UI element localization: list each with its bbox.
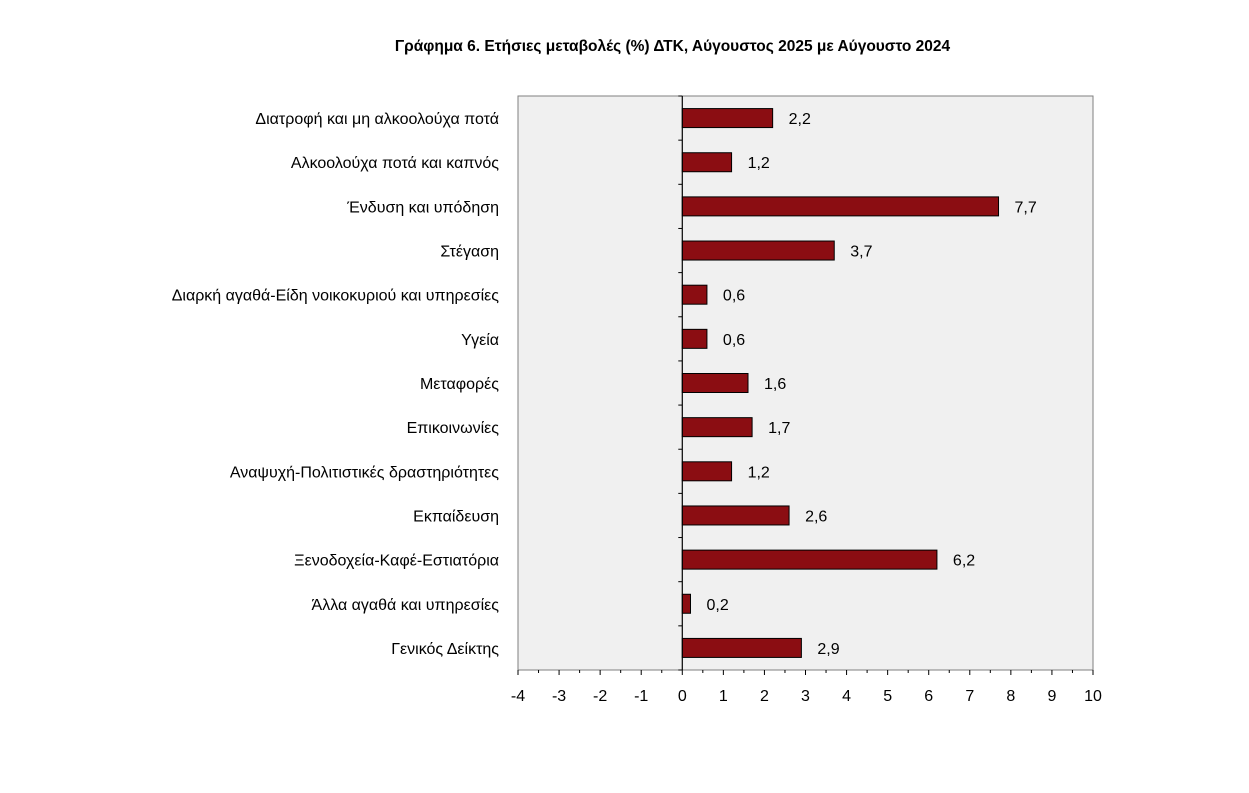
bar [681,328,708,349]
x-tick-label: 6 [924,688,933,705]
value-label: 2,2 [789,111,811,128]
category-label: Άλλα αγαθά και υπηρεσίες [312,597,500,614]
category-ticks [678,95,683,671]
bar [681,461,733,482]
category-labels: Διατροφή και μη αλκοολούχα ποτά Αλκοολούχ… [172,111,500,658]
chart-title: Γράφημα 6. Ετήσιες μεταβολές (%) ΔΤΚ, Αύ… [394,38,951,55]
x-tick-label: -3 [552,688,566,705]
plot-area [517,95,1094,671]
category-label: Εκπαίδευση [413,508,499,525]
value-labels: 2,2 1,2 7,7 3,7 0,6 0,6 1,6 1,7 1,2 2,6 6,2 0,2 2,9 [707,111,1037,658]
value-label: 2,9 [817,641,839,658]
x-axis: -4 -3 -2 -1 0 1 2 3 4 5 6 7 8 9 10 [511,96,1102,705]
value-label: 1,2 [748,464,770,481]
value-label: 0,6 [723,332,745,349]
x-tick-label: 0 [678,688,687,705]
category-label: Γενικός Δείκτης [391,641,499,658]
category-label: Επικοινωνίες [407,420,500,437]
category-label: Διατροφή και μη αλκοολούχα ποτά [255,111,499,128]
x-tick-label: 9 [1047,688,1056,705]
bar [681,417,753,438]
x-tick-label: -2 [593,688,607,705]
x-tick-label: 8 [1006,688,1015,705]
bar [681,196,1000,217]
category-label: Ένδυση και υπόδηση [346,199,499,216]
x-tick-label: 5 [883,688,892,705]
value-label: 0,2 [707,597,729,614]
x-tick-label: 1 [719,688,728,705]
value-label: 0,6 [723,288,745,305]
category-label: Μεταφορές [420,376,499,393]
bar [681,108,774,129]
value-label: 6,2 [953,553,975,570]
bar [681,373,749,393]
bar [681,284,708,305]
value-label: 1,2 [748,155,770,172]
x-tick-label: 4 [842,688,851,705]
x-tick-label: -1 [634,688,648,705]
category-label: Ξενοδοχεία-Καφέ-Εστιατόρια [294,553,499,570]
bar [681,505,790,526]
x-tick-label: 7 [965,688,974,705]
x-tick-label: 3 [801,688,810,705]
x-tick-label: 2 [760,688,769,705]
category-label: Αλκοολούχα ποτά και καπνός [291,155,499,172]
value-label: 1,6 [764,376,786,393]
category-label: Υγεία [461,332,499,349]
bar [681,240,835,261]
x-tick-label: 10 [1084,688,1102,705]
category-label: Αναψυχή-Πολιτιστικές δραστηριότητες [230,464,499,481]
value-label: 1,7 [768,420,790,437]
bar [681,549,938,570]
bar [681,637,802,658]
value-label: 7,7 [1015,199,1037,216]
category-label: Διαρκή αγαθά-Είδη νοικοκυριού και υπηρεσ… [172,288,500,305]
value-label: 3,7 [850,244,872,261]
bar [681,152,733,173]
bar [681,593,691,614]
bars-group [681,108,1000,658]
category-label: Στέγαση [440,244,499,261]
x-tick-label: -4 [511,688,525,705]
value-label: 2,6 [805,508,827,525]
